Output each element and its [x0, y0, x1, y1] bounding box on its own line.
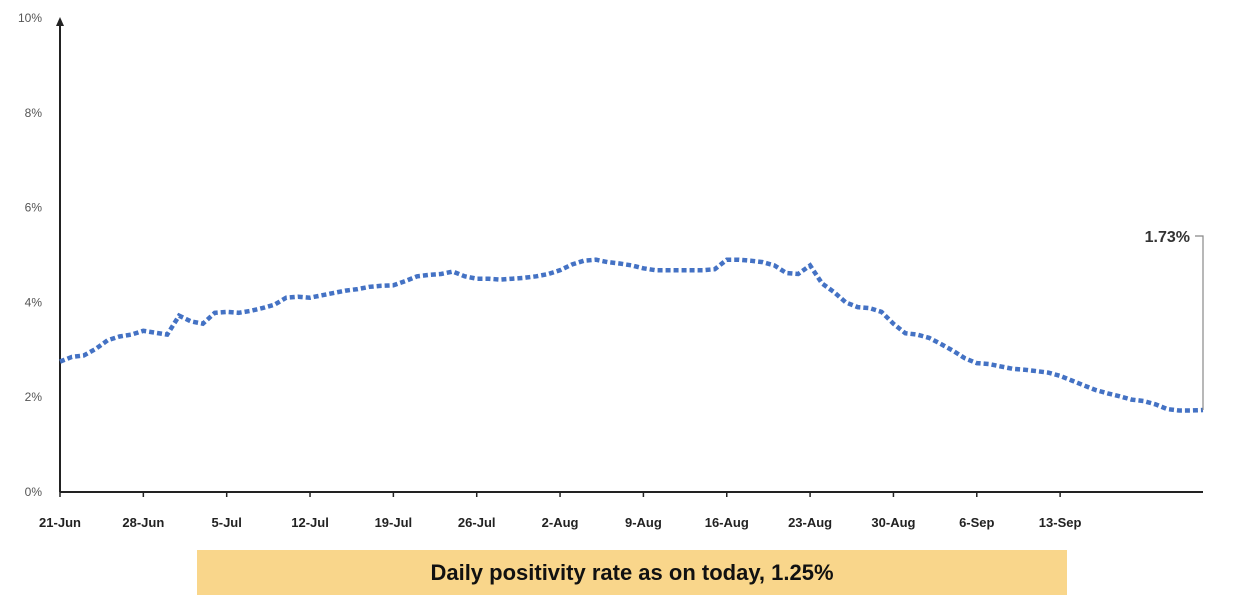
- x-tick-label: 23-Aug: [788, 515, 832, 530]
- x-tick-label: 21-Jun: [39, 515, 81, 530]
- x-tick-label: 5-Jul: [212, 515, 242, 530]
- y-axis-ticks: 0% 2% 4% 6% 8% 10%: [18, 11, 42, 499]
- x-tick-label: 2-Aug: [542, 515, 579, 530]
- summary-banner: Daily positivity rate as on today, 1.25%: [197, 550, 1067, 595]
- summary-banner-text: Daily positivity rate as on today, 1.25%: [430, 559, 834, 585]
- y-axis-arrow: [56, 17, 64, 26]
- x-tick-label: 9-Aug: [625, 515, 662, 530]
- x-tick-label: 6-Sep: [959, 515, 994, 530]
- y-tick-label: 0%: [25, 485, 43, 499]
- x-tick-label: 30-Aug: [871, 515, 915, 530]
- y-tick-label: 6%: [25, 201, 43, 215]
- x-tick-label: 13-Sep: [1039, 515, 1082, 530]
- annotation-label: 1.73%: [1145, 229, 1190, 246]
- y-tick-label: 2%: [25, 390, 43, 404]
- y-tick-label: 10%: [18, 11, 42, 25]
- x-tick-label: 16-Aug: [705, 515, 749, 530]
- y-tick-label: 4%: [25, 295, 43, 309]
- x-tick-label: 28-Jun: [122, 515, 164, 530]
- x-tick-label: 26-Jul: [458, 515, 496, 530]
- annotation-leader-line: [1195, 235, 1204, 410]
- x-tick-label: 19-Jul: [375, 515, 413, 530]
- series-line-positivity-rate: [59, 257, 1204, 413]
- x-tick-label: 12-Jul: [291, 515, 329, 530]
- y-tick-label: 8%: [25, 106, 43, 120]
- x-axis-ticks: 21-Jun 28-Jun 5-Jul 12-Jul 19-Jul 26-Jul 2-Aug…: [39, 492, 1081, 530]
